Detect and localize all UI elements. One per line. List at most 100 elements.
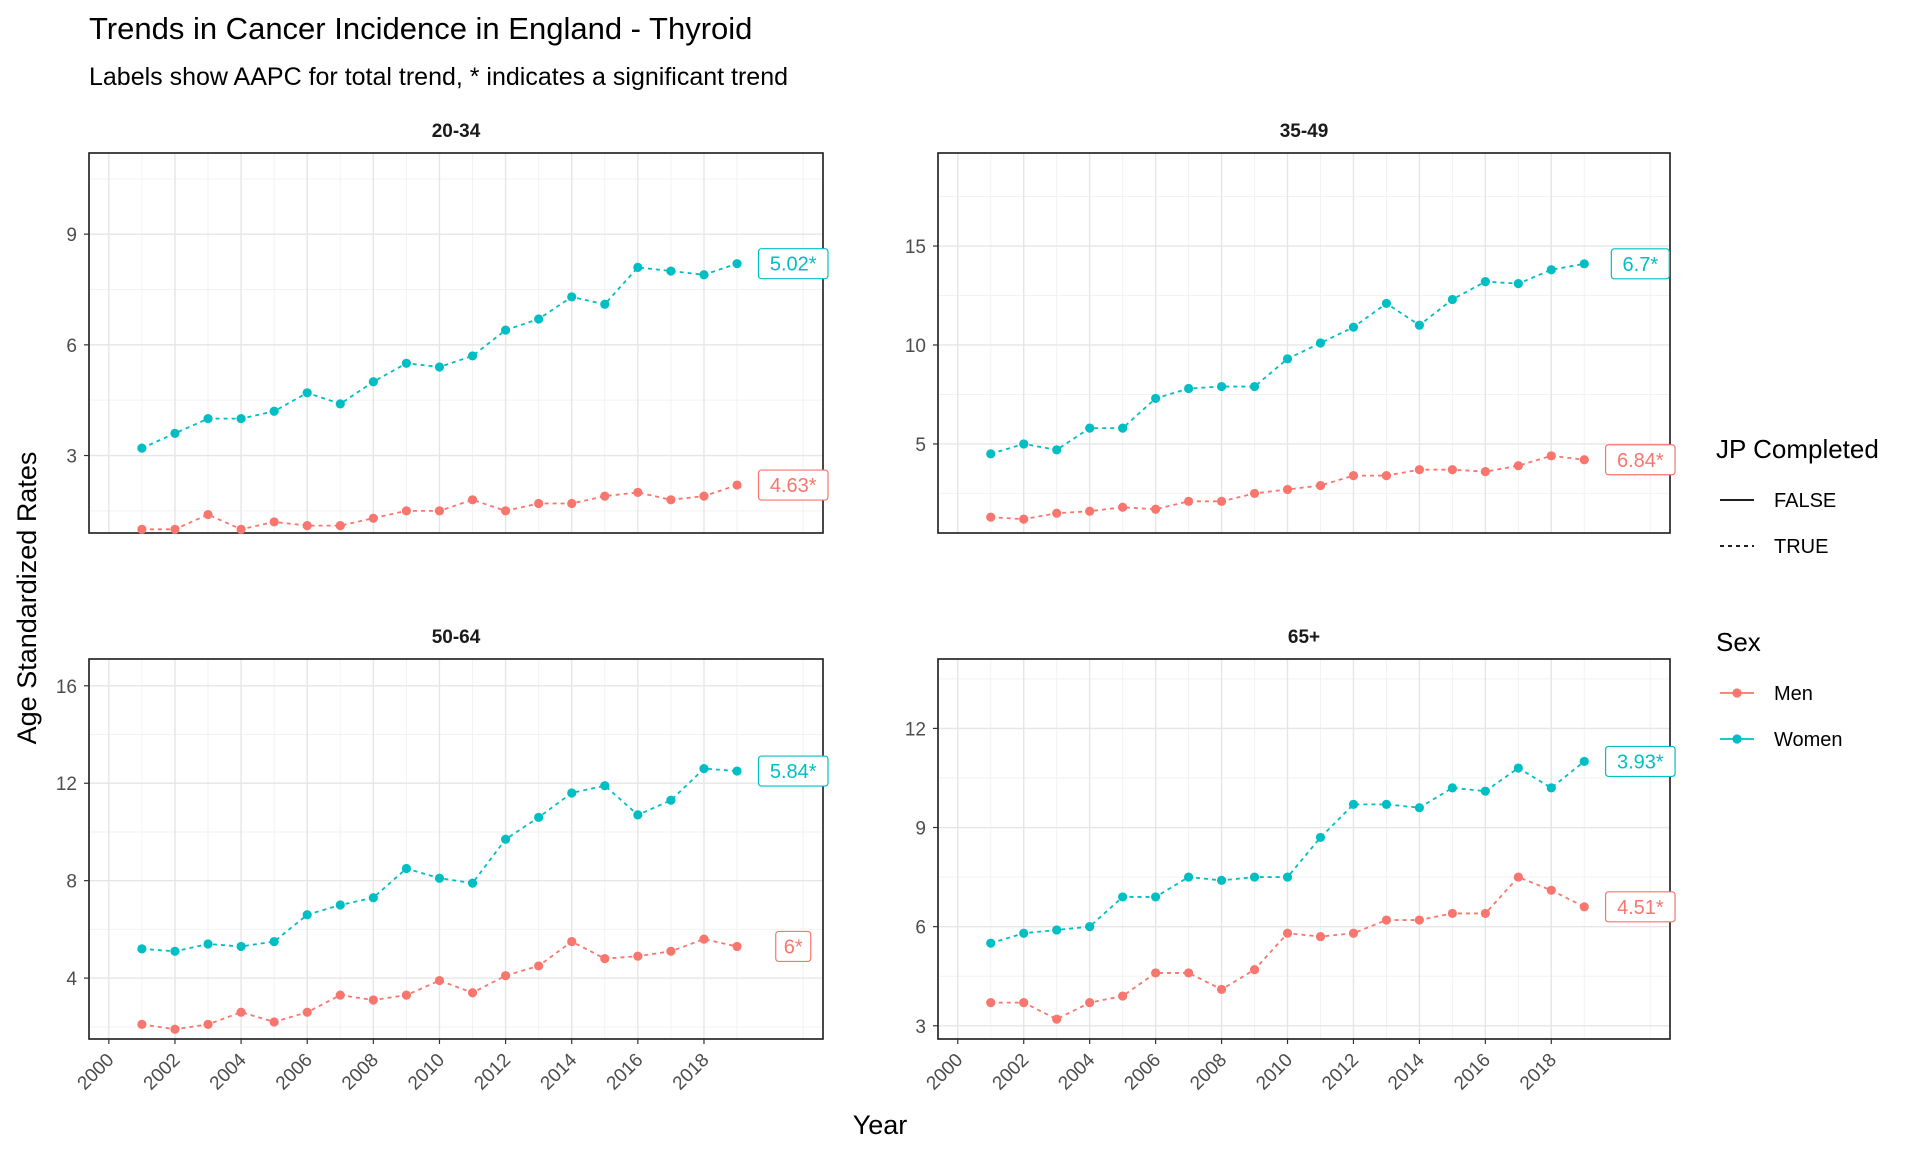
series-men: 4.63* <box>137 469 829 534</box>
legend-item-label: TRUE <box>1774 536 1828 558</box>
facet-panel: 20-34 3 6 9 5.02* 4.63* <box>66 121 829 534</box>
x-tick-label: 2006 <box>1120 1050 1165 1095</box>
data-point <box>1348 928 1359 938</box>
x-tick-label: 2004 <box>206 1049 251 1094</box>
data-point <box>1216 381 1227 392</box>
data-point <box>1513 461 1523 471</box>
data-point <box>203 414 213 424</box>
data-point <box>302 1007 312 1017</box>
data-point <box>170 946 180 956</box>
panel-border <box>937 152 1671 534</box>
data-point <box>368 377 378 387</box>
legend-item-label: FALSE <box>1774 490 1836 512</box>
data-point <box>1151 393 1161 404</box>
y-tick-label: 8 <box>66 872 77 893</box>
data-point <box>269 517 279 527</box>
aapc-label-box <box>1604 444 1676 476</box>
data-point <box>633 810 643 820</box>
data-point <box>170 1024 180 1034</box>
data-point <box>1381 471 1392 481</box>
data-point <box>699 764 709 774</box>
data-point <box>1480 786 1490 796</box>
data-point <box>1183 968 1194 978</box>
legend-title: Sex <box>1716 627 1761 657</box>
x-tick-label: 2018 <box>1516 1050 1561 1095</box>
data-point <box>500 506 511 516</box>
series-men: 4.51* <box>986 872 1676 1024</box>
series-women: 5.84* <box>137 755 829 956</box>
x-tick-label: 2016 <box>1450 1050 1495 1095</box>
data-point <box>500 834 511 844</box>
data-point <box>1546 783 1556 793</box>
data-point <box>699 934 709 944</box>
data-point <box>1019 928 1029 938</box>
data-point <box>434 873 445 883</box>
y-tick-label: 9 <box>915 819 926 840</box>
aapc-label: 6* <box>775 930 812 963</box>
data-point <box>236 941 246 952</box>
legend-title: JP Completed <box>1716 434 1879 464</box>
data-point <box>1513 763 1523 773</box>
aapc-label-text: 4.63* <box>770 475 817 497</box>
series-women: 6.7* <box>986 248 1670 459</box>
data-point <box>534 314 544 324</box>
data-point <box>1513 872 1523 882</box>
data-point <box>137 443 147 453</box>
data-point <box>203 939 213 949</box>
chart-title: Trends in Cancer Incidence in England - … <box>89 11 752 46</box>
data-point <box>666 795 676 805</box>
data-point <box>986 449 996 459</box>
data-point <box>137 1019 147 1029</box>
data-point <box>633 951 643 961</box>
data-point <box>467 495 478 505</box>
facet-panels: 20-34 3 6 9 5.02* 4.63* 35-49 5 10 15 6.7* 6.84* 50-… <box>56 121 1676 1095</box>
aapc-label-box <box>1604 891 1676 923</box>
x-tick-label: 2004 <box>1054 1049 1099 1094</box>
data-point <box>1480 908 1490 919</box>
y-tick-label: 9 <box>66 225 77 246</box>
aapc-label: 4.51* <box>1604 891 1676 923</box>
data-point <box>500 325 511 335</box>
x-tick-label: 2008 <box>1186 1050 1231 1095</box>
data-point <box>1315 480 1326 491</box>
data-point <box>1052 508 1062 518</box>
data-point <box>137 944 147 954</box>
aapc-label-text: 6* <box>784 936 803 958</box>
data-point <box>1249 381 1260 392</box>
aapc-label: 5.84* <box>757 755 829 787</box>
data-point <box>1085 506 1095 516</box>
data-point <box>1151 968 1161 978</box>
data-point <box>1019 514 1029 524</box>
data-point <box>732 259 742 269</box>
data-point <box>401 358 412 368</box>
x-tick-label: 2016 <box>603 1050 648 1095</box>
data-point <box>1085 922 1095 932</box>
data-point <box>1414 465 1425 475</box>
data-point <box>335 990 345 1000</box>
data-point <box>1282 354 1293 364</box>
aapc-label-text: 6.84* <box>1617 450 1664 472</box>
data-point <box>467 351 478 361</box>
aapc-label: 6.7* <box>1610 248 1670 280</box>
panel-border <box>937 658 1671 1040</box>
data-point <box>236 524 246 534</box>
data-point <box>269 1017 279 1027</box>
data-point <box>368 513 378 523</box>
y-tick-label: 6 <box>915 918 926 939</box>
data-point <box>1315 931 1326 942</box>
data-point <box>335 900 345 910</box>
data-point <box>1216 496 1227 506</box>
data-point <box>1546 885 1556 895</box>
facet-title: 20-34 <box>432 121 481 142</box>
aapc-label-box <box>1604 745 1676 778</box>
data-point <box>1348 799 1359 809</box>
data-point <box>1183 383 1194 394</box>
series-women: 5.02* <box>137 248 829 453</box>
data-point <box>401 990 412 1000</box>
data-point <box>600 781 610 791</box>
series-men: 6* <box>137 930 812 1034</box>
data-point <box>1118 423 1128 433</box>
data-point <box>1282 928 1293 938</box>
data-point <box>1579 902 1589 912</box>
data-point <box>170 428 180 438</box>
